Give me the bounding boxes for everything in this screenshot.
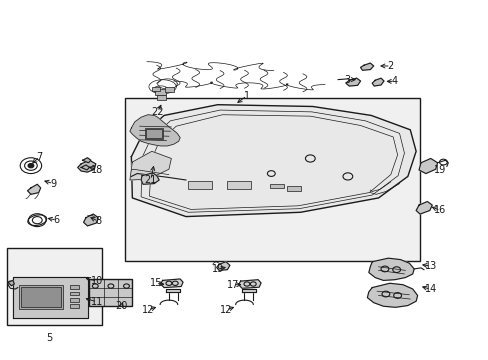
Polygon shape: [83, 214, 98, 226]
Bar: [20, 287, 61, 307]
Bar: [125, 98, 419, 261]
Bar: [19, 285, 62, 309]
Polygon shape: [216, 262, 229, 270]
Bar: [6, 248, 102, 325]
Text: 3: 3: [344, 75, 350, 85]
Polygon shape: [82, 158, 91, 163]
Polygon shape: [242, 289, 255, 292]
Bar: [269, 184, 283, 188]
Polygon shape: [418, 158, 437, 174]
Bar: [157, 95, 166, 100]
Polygon shape: [345, 78, 360, 86]
Text: 11: 11: [91, 297, 103, 307]
Polygon shape: [8, 280, 14, 286]
Text: 18: 18: [91, 165, 103, 175]
Text: 6: 6: [54, 215, 60, 225]
Text: 16: 16: [433, 206, 446, 216]
Polygon shape: [160, 279, 183, 288]
Polygon shape: [27, 184, 41, 194]
Bar: [70, 304, 79, 308]
Polygon shape: [13, 277, 88, 318]
Polygon shape: [141, 173, 159, 184]
Polygon shape: [238, 280, 261, 288]
Bar: [155, 89, 165, 95]
Text: 14: 14: [424, 284, 436, 294]
Text: 19: 19: [433, 165, 446, 175]
Bar: [70, 298, 79, 302]
Polygon shape: [81, 165, 89, 170]
Polygon shape: [371, 78, 383, 86]
Text: 4: 4: [391, 76, 397, 86]
Text: 2: 2: [387, 61, 393, 71]
Polygon shape: [78, 160, 96, 172]
Polygon shape: [130, 151, 171, 180]
Bar: [146, 129, 161, 138]
Text: 19: 19: [211, 264, 224, 274]
Bar: [227, 181, 250, 189]
Bar: [70, 285, 79, 289]
Text: 12: 12: [219, 305, 232, 315]
Polygon shape: [166, 289, 180, 292]
Polygon shape: [368, 258, 413, 280]
Text: 17: 17: [226, 280, 239, 290]
Text: 12: 12: [142, 305, 154, 315]
Bar: [152, 87, 159, 91]
Text: 7: 7: [37, 152, 43, 162]
Bar: [287, 186, 301, 191]
Bar: [144, 128, 163, 139]
Text: 5: 5: [46, 333, 53, 343]
Text: 21: 21: [144, 175, 157, 185]
Circle shape: [28, 163, 34, 168]
Bar: [70, 292, 79, 296]
Polygon shape: [131, 105, 415, 217]
Polygon shape: [130, 115, 180, 146]
Bar: [188, 181, 211, 189]
Text: 22: 22: [151, 107, 163, 117]
Text: 15: 15: [149, 278, 162, 288]
Polygon shape: [360, 63, 373, 70]
Polygon shape: [415, 202, 431, 214]
Text: 13: 13: [424, 261, 436, 271]
Text: 9: 9: [50, 179, 56, 189]
Polygon shape: [366, 283, 417, 307]
Text: 20: 20: [115, 301, 127, 311]
Bar: [164, 87, 173, 92]
Bar: [89, 279, 132, 306]
Text: 8: 8: [95, 216, 101, 226]
Text: 10: 10: [91, 276, 103, 286]
Text: 1: 1: [244, 91, 249, 101]
